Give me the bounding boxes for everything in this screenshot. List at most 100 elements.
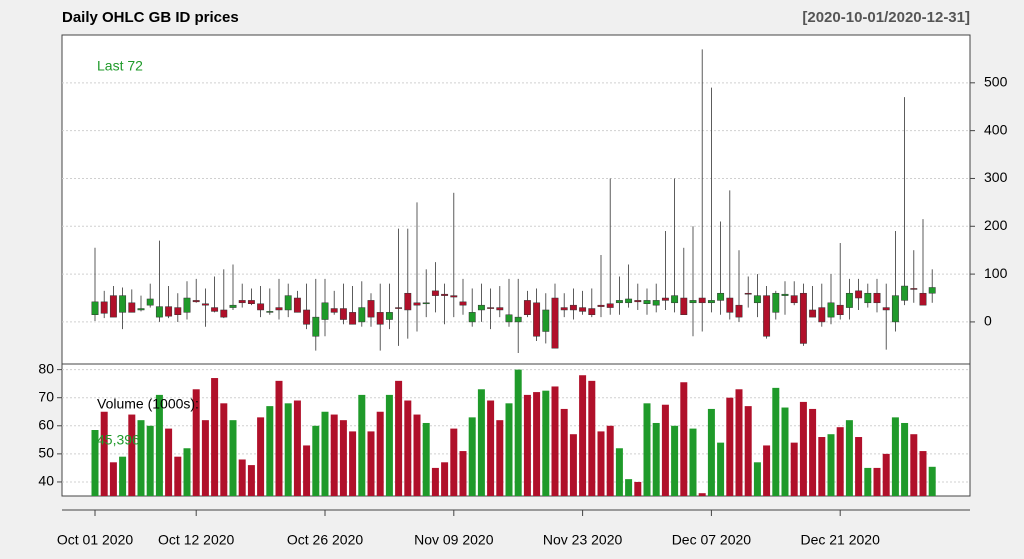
candle-body: [836, 304, 844, 315]
volume-bar: [827, 434, 835, 496]
candle-body: [533, 302, 541, 337]
volume-bar: [422, 422, 430, 496]
candle-body: [579, 307, 587, 312]
candle-body: [551, 297, 559, 349]
candle-body: [459, 301, 467, 306]
candle-body: [404, 292, 412, 311]
chart-title: Daily OHLC GB ID prices: [62, 9, 239, 26]
y-tick-label: 70: [38, 388, 54, 404]
candle-body: [763, 295, 771, 337]
volume-bar: [551, 386, 559, 496]
volume-bar: [183, 448, 191, 496]
candle-body: [514, 316, 522, 323]
candle-body: [238, 300, 246, 304]
candle-body: [468, 312, 476, 323]
volume-bar: [238, 459, 246, 496]
candle-body: [441, 293, 449, 296]
volume-bar: [772, 387, 780, 496]
candle-body: [661, 297, 669, 301]
candle-body: [698, 297, 706, 304]
candle-body: [615, 300, 623, 304]
volume-bar: [901, 422, 909, 496]
candle-body: [496, 307, 504, 311]
volume-bar: [367, 431, 375, 496]
candle-body: [643, 300, 651, 304]
volume-bar: [597, 431, 605, 496]
x-tick-label: Dec 21 2020: [800, 532, 880, 548]
volume-bar: [855, 437, 863, 496]
volume-bar: [652, 422, 660, 496]
volume-bar: [146, 425, 154, 496]
volume-bar: [726, 397, 734, 496]
candle-body: [625, 298, 633, 304]
volume-bar: [689, 428, 697, 496]
volume-bar: [542, 390, 550, 496]
candle-body: [395, 307, 403, 309]
x-tick-label: Oct 26 2020: [287, 532, 363, 548]
volume-bar: [505, 403, 513, 496]
volume-bar: [625, 479, 633, 496]
candle-body: [312, 316, 320, 337]
volume-bar: [533, 392, 541, 496]
candle-body: [799, 292, 807, 344]
volume-bar: [128, 414, 136, 496]
volume-last: 45,396: [97, 432, 140, 448]
volume-bar: [137, 420, 145, 496]
volume-bar: [91, 430, 99, 496]
volume-bar: [818, 437, 826, 496]
volume-bar: [615, 448, 623, 496]
y-tick-label: 80: [38, 360, 54, 376]
volume-bar: [477, 389, 485, 496]
volume-bar: [487, 400, 495, 496]
volume-bar: [781, 407, 789, 496]
x-tick-label: Nov 09 2020: [414, 532, 494, 548]
candle-body: [266, 311, 274, 313]
candle-body: [201, 303, 209, 306]
volume-bar: [109, 462, 117, 496]
candle-body: [303, 309, 311, 325]
volume-bar: [809, 408, 817, 496]
volume-bar: [680, 382, 688, 496]
candle-body: [155, 306, 163, 318]
candle-body: [606, 303, 614, 308]
candle-body: [744, 292, 752, 295]
volume-bar: [735, 389, 743, 496]
volume-bar: [404, 400, 412, 496]
volume-bar: [790, 442, 798, 496]
candle-body: [211, 307, 219, 312]
candle-body: [680, 297, 688, 315]
volume-bar: [450, 428, 458, 496]
candle-body: [588, 308, 596, 315]
volume-bar: [155, 394, 163, 496]
volume-bar: [928, 466, 936, 496]
volume-bar: [459, 451, 467, 496]
y-tick-label: 60: [38, 416, 54, 432]
volume-bar: [707, 408, 715, 496]
candle-body: [864, 292, 872, 304]
x-tick-label: Oct 01 2020: [57, 532, 133, 548]
candle-body: [772, 292, 780, 313]
volume-bar: [606, 425, 614, 496]
volume-bar: [744, 406, 752, 496]
candle-body: [275, 307, 283, 311]
y-tick-label: 50: [38, 445, 54, 461]
volume-bar: [275, 380, 283, 496]
candle-body: [431, 290, 439, 296]
volume-bar: [201, 420, 209, 496]
candle-body: [809, 309, 817, 318]
volume-bar: [321, 411, 329, 496]
volume-bar: [100, 411, 108, 496]
candle-body: [477, 304, 485, 311]
candle-body: [137, 308, 145, 311]
x-tick-label: Oct 12 2020: [158, 532, 234, 548]
candle-body: [229, 304, 237, 308]
volume-bar: [385, 394, 393, 496]
candle-body: [790, 295, 798, 304]
volume-bar: [643, 403, 651, 496]
candle-body: [109, 295, 117, 318]
volume-bar: [569, 434, 577, 496]
candle-body: [569, 304, 577, 311]
y-tick-label: 300: [984, 169, 1008, 185]
candle-body: [367, 300, 375, 318]
